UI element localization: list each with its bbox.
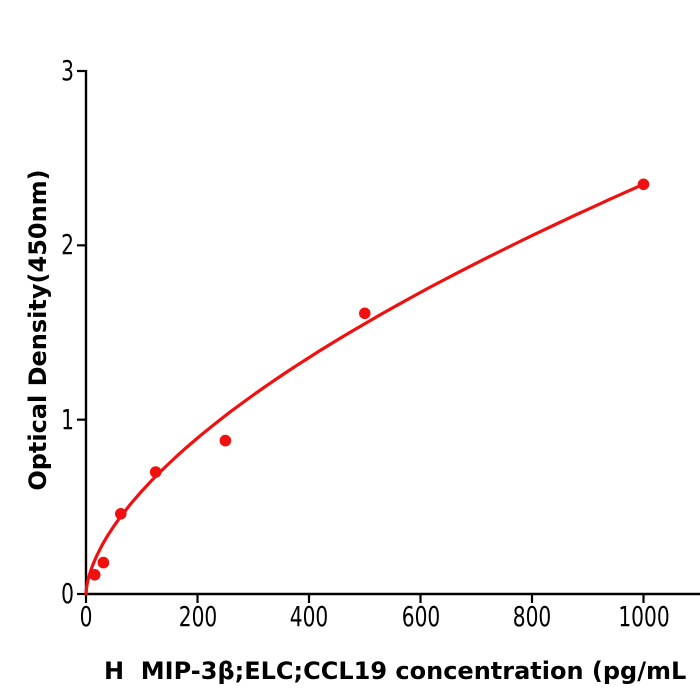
data-point — [115, 508, 127, 520]
data-point — [149, 466, 162, 478]
data-point — [637, 178, 650, 191]
data-point — [97, 556, 110, 569]
x-axis-title: H MIP-3β;ELC;CCL19 concentration (pg/mL — [104, 657, 687, 685]
data-point — [219, 434, 232, 447]
y-axis-title: Optical Density(450nm) — [24, 169, 52, 491]
data-point — [359, 307, 371, 320]
data-point — [88, 569, 101, 581]
fit-curve — [84, 182, 646, 596]
